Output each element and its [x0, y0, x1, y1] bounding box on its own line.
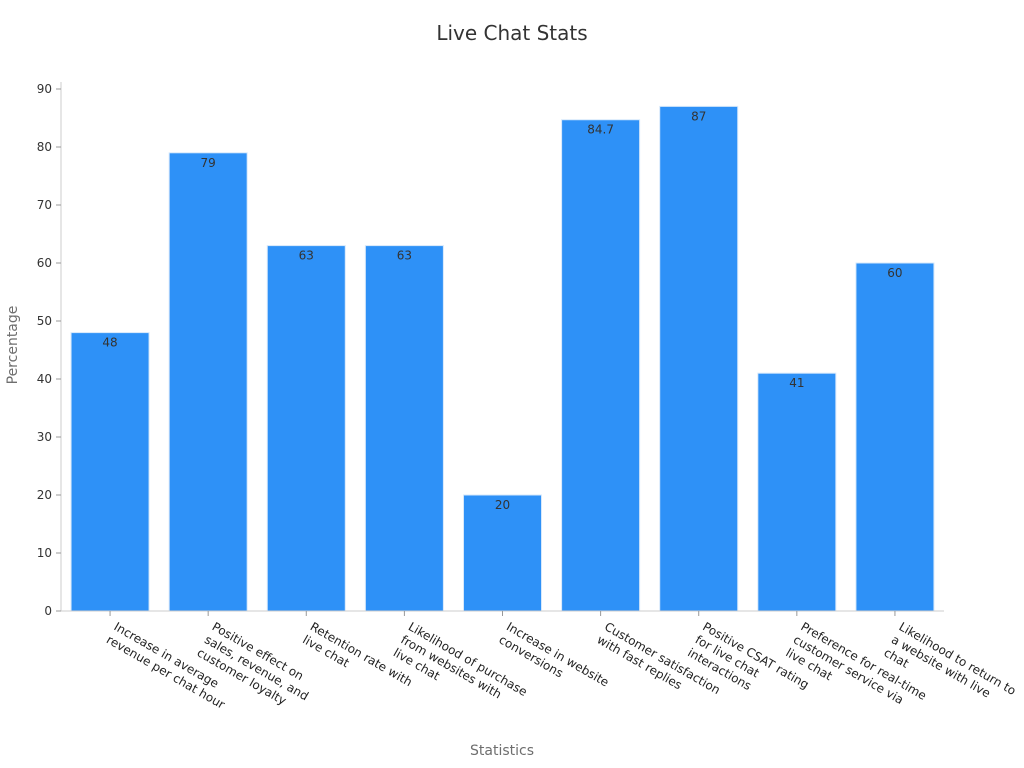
y-tick-label: 60: [37, 256, 52, 270]
chart-title: Live Chat Stats: [436, 21, 587, 45]
bar: [659, 105, 739, 612]
bar: [364, 245, 444, 612]
y-tick-label: 40: [37, 372, 52, 386]
x-tick-label: Likelihood to return toa website with li…: [881, 619, 1018, 700]
data-label: 84.7: [587, 123, 614, 137]
bar: [168, 152, 248, 612]
data-label: 20: [495, 498, 510, 512]
y-tick-label: 90: [37, 82, 52, 96]
data-label: 63: [397, 249, 412, 263]
data-label: 79: [201, 156, 216, 170]
y-axis: 0 10 20 30 40 50 60 70 80 90: [37, 82, 62, 618]
data-label: 41: [789, 376, 804, 390]
bar: [855, 262, 935, 612]
bar: [463, 494, 542, 612]
bar: [757, 372, 837, 612]
x-axis-title: Statistics: [470, 743, 534, 759]
bars-layer: 48 79 63 63 20 84.7 87 41 60: [70, 105, 935, 612]
y-tick-label: 80: [37, 140, 52, 154]
data-label: 48: [102, 336, 117, 350]
bar: [561, 119, 641, 612]
y-tick-label: 0: [44, 604, 52, 618]
bar: [70, 332, 150, 612]
y-tick-label: 10: [37, 546, 52, 560]
y-axis-title: Percentage: [5, 306, 21, 385]
y-tick-label: 70: [37, 198, 52, 212]
bar: [266, 245, 346, 612]
y-tick-label: 30: [37, 430, 52, 444]
data-label: 60: [887, 266, 902, 280]
y-tick-label: 20: [37, 488, 52, 502]
data-label: 63: [299, 249, 314, 263]
data-label: 87: [691, 109, 706, 123]
y-tick-label: 50: [37, 314, 52, 328]
